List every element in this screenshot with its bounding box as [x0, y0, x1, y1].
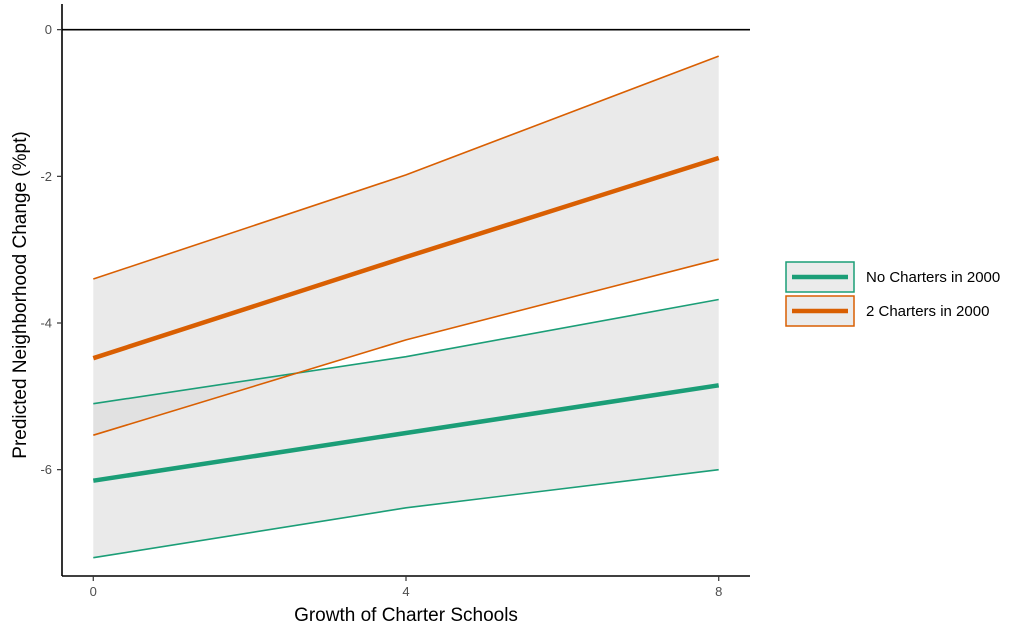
y-axis-title: Predicted Neighborhood Change (%pt)	[10, 131, 31, 458]
confidence-band-2-charters-in-2000	[93, 56, 719, 436]
y-tick-label: 0	[45, 22, 52, 37]
legend-label-2-charters-in-2000: 2 Charters in 2000	[866, 303, 989, 320]
y-tick-label: -2	[40, 169, 52, 184]
estimate-line-2-charters-in-2000	[92, 155, 720, 361]
confidence-bands	[93, 56, 719, 558]
estimate-line-no-charters-in-2000	[92, 383, 720, 483]
y-axis-ticks: 0 -2 -4 -6	[40, 22, 62, 477]
x-axis-title: Growth of Charter Schools	[294, 605, 518, 626]
legend: No Charters in 2000 2 Charters in 2000	[785, 261, 1000, 327]
x-axis-ticks: 0 4 8	[90, 576, 722, 599]
confidence-band-no-charters-in-2000	[93, 299, 719, 558]
upper-bound-line-2-charters-in-2000	[93, 55, 719, 280]
legend-label-no-charters-in-2000: No Charters in 2000	[866, 269, 1000, 286]
upper-bound-line-no-charters-in-2000	[93, 298, 719, 405]
x-tick-label: 0	[90, 584, 97, 599]
y-tick-label: -4	[40, 316, 52, 331]
x-tick-label: 4	[402, 584, 409, 599]
legend-item-no-charters-in-2000: No Charters in 2000	[785, 261, 1000, 293]
x-tick-label: 8	[715, 584, 722, 599]
series-lines	[92, 55, 720, 559]
lower-bound-line-2-charters-in-2000	[93, 258, 719, 436]
y-tick-label: -6	[40, 462, 52, 477]
legend-item-2-charters-in-2000: 2 Charters in 2000	[785, 295, 989, 327]
lower-bound-line-no-charters-in-2000	[93, 468, 719, 559]
